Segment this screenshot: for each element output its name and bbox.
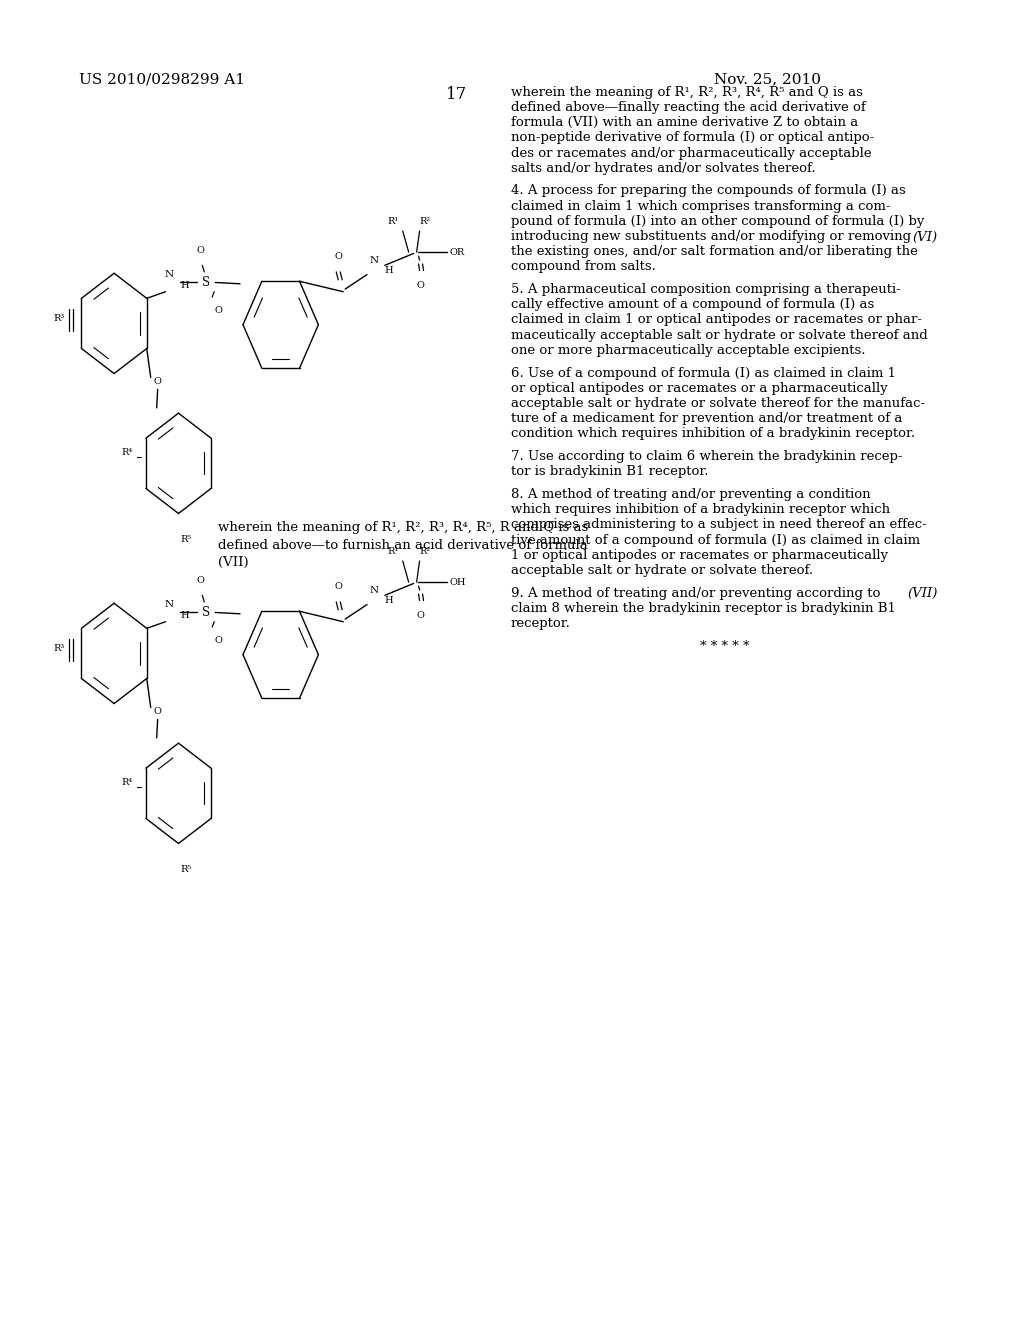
- Text: R²: R²: [420, 546, 431, 556]
- Text: defined above—finally reacting the acid derivative of: defined above—finally reacting the acid …: [511, 100, 865, 114]
- Text: compound from salts.: compound from salts.: [511, 260, 655, 273]
- Text: N: N: [165, 601, 174, 609]
- Text: tive amount of a compound of formula (I) as claimed in claim: tive amount of a compound of formula (I)…: [511, 533, 921, 546]
- Text: non-peptide derivative of formula (I) or optical antipo-: non-peptide derivative of formula (I) or…: [511, 131, 874, 144]
- Text: O: O: [197, 247, 204, 255]
- Text: which requires inhibition of a bradykinin receptor which: which requires inhibition of a bradykini…: [511, 503, 890, 516]
- Text: N: N: [370, 256, 379, 264]
- Text: R³: R³: [53, 314, 65, 322]
- Text: acceptable salt or hydrate or solvate thereof for the manufac-: acceptable salt or hydrate or solvate th…: [511, 397, 925, 411]
- Text: tor is bradykinin B1 receptor.: tor is bradykinin B1 receptor.: [511, 465, 709, 478]
- Text: OH: OH: [450, 578, 466, 586]
- Text: H: H: [385, 597, 393, 605]
- Text: maceutically acceptable salt or hydrate or solvate thereof and: maceutically acceptable salt or hydrate …: [511, 329, 928, 342]
- Text: R³: R³: [53, 644, 65, 652]
- Text: US 2010/0298299 A1: US 2010/0298299 A1: [80, 73, 246, 87]
- Text: O: O: [197, 577, 204, 585]
- Text: H: H: [180, 611, 189, 619]
- Text: N: N: [165, 271, 174, 279]
- Text: wherein the meaning of R¹, R², R³, R⁴, R⁵ and Q is as: wherein the meaning of R¹, R², R³, R⁴, R…: [511, 86, 863, 99]
- Text: 17: 17: [445, 86, 467, 103]
- Text: 8. A method of treating and/or preventing a condition: 8. A method of treating and/or preventin…: [511, 488, 870, 502]
- Text: formula (VII) with an amine derivative Z to obtain a: formula (VII) with an amine derivative Z…: [511, 116, 858, 129]
- Text: acceptable salt or hydrate or solvate thereof.: acceptable salt or hydrate or solvate th…: [511, 564, 813, 577]
- Text: comprises administering to a subject in need thereof an effec-: comprises administering to a subject in …: [511, 519, 927, 532]
- Text: ture of a medicament for prevention and/or treatment of a: ture of a medicament for prevention and/…: [511, 412, 902, 425]
- Text: R²: R²: [420, 216, 431, 226]
- Text: (VII): (VII): [907, 587, 938, 601]
- Text: Nov. 25, 2010: Nov. 25, 2010: [715, 73, 821, 87]
- Text: S: S: [202, 276, 210, 289]
- Text: O: O: [417, 611, 425, 619]
- Text: O: O: [154, 378, 162, 385]
- Text: R⁴: R⁴: [122, 449, 133, 457]
- Text: H: H: [180, 281, 189, 289]
- Text: R⁵: R⁵: [181, 535, 193, 544]
- Text: receptor.: receptor.: [511, 616, 570, 630]
- Text: (VII): (VII): [218, 556, 249, 569]
- Text: (VI): (VI): [912, 231, 938, 244]
- Text: S: S: [202, 606, 210, 619]
- Text: claimed in claim 1 which comprises transforming a com-: claimed in claim 1 which comprises trans…: [511, 199, 891, 213]
- Text: pound of formula (I) into an other compound of formula (I) by: pound of formula (I) into an other compo…: [511, 215, 925, 228]
- Text: O: O: [154, 708, 162, 715]
- Text: claimed in claim 1 or optical antipodes or racemates or phar-: claimed in claim 1 or optical antipodes …: [511, 313, 922, 326]
- Text: salts and/or hydrates and/or solvates thereof.: salts and/or hydrates and/or solvates th…: [511, 161, 815, 174]
- Text: O: O: [334, 252, 342, 260]
- Text: des or racemates and/or pharmaceutically acceptable: des or racemates and/or pharmaceutically…: [511, 147, 871, 160]
- Text: 4. A process for preparing the compounds of formula (I) as: 4. A process for preparing the compounds…: [511, 185, 905, 198]
- Text: O: O: [334, 582, 342, 590]
- Text: wherein the meaning of R¹, R², R³, R⁴, R⁵, R and Q is as: wherein the meaning of R¹, R², R³, R⁴, R…: [218, 521, 589, 535]
- Text: H: H: [385, 267, 393, 275]
- Text: 5. A pharmaceutical composition comprising a therapeuti-: 5. A pharmaceutical composition comprisi…: [511, 282, 901, 296]
- Text: R¹: R¹: [387, 546, 398, 556]
- Text: one or more pharmaceutically acceptable excipients.: one or more pharmaceutically acceptable …: [511, 343, 865, 356]
- Text: OR: OR: [450, 248, 465, 256]
- Text: or optical antipodes or racemates or a pharmaceutically: or optical antipodes or racemates or a p…: [511, 381, 888, 395]
- Text: 6. Use of a compound of formula (I) as claimed in claim 1: 6. Use of a compound of formula (I) as c…: [511, 367, 896, 380]
- Text: R⁴: R⁴: [122, 779, 133, 787]
- Text: O: O: [214, 306, 222, 314]
- Text: 9. A method of treating and/or preventing according to: 9. A method of treating and/or preventin…: [511, 586, 881, 599]
- Text: cally effective amount of a compound of formula (I) as: cally effective amount of a compound of …: [511, 298, 874, 312]
- Text: the existing ones, and/or salt formation and/or liberating the: the existing ones, and/or salt formation…: [511, 246, 918, 259]
- Text: condition which requires inhibition of a bradykinin receptor.: condition which requires inhibition of a…: [511, 428, 915, 441]
- Text: N: N: [370, 586, 379, 594]
- Text: claim 8 wherein the bradykinin receptor is bradykinin B1: claim 8 wherein the bradykinin receptor …: [511, 602, 896, 615]
- Text: * * * * *: * * * * *: [699, 640, 749, 653]
- Text: introducing new substituents and/or modifying or removing: introducing new substituents and/or modi…: [511, 230, 911, 243]
- Text: O: O: [214, 636, 222, 644]
- Text: 1 or optical antipodes or racemates or pharmaceutically: 1 or optical antipodes or racemates or p…: [511, 549, 888, 562]
- Text: R⁵: R⁵: [181, 865, 193, 874]
- Text: R¹: R¹: [387, 216, 398, 226]
- Text: defined above—to furnish an acid derivative of formula: defined above—to furnish an acid derivat…: [218, 539, 588, 552]
- Text: O: O: [417, 281, 425, 289]
- Text: 7. Use according to claim 6 wherein the bradykinin recep-: 7. Use according to claim 6 wherein the …: [511, 450, 902, 463]
